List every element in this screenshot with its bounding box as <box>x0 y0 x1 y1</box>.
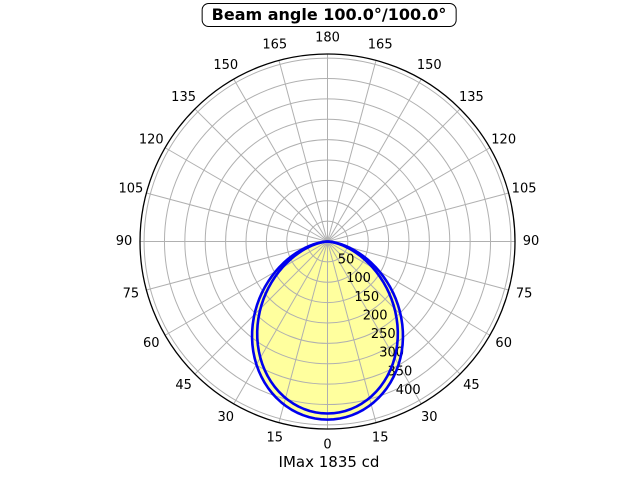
grid-spoke-285 <box>146 241 328 291</box>
grid-spoke-345 <box>278 241 328 423</box>
angle-label-180: 180 <box>315 31 340 46</box>
spine-circle <box>139 53 516 430</box>
outer-spine <box>139 53 516 430</box>
angle-label-left-120: 120 <box>139 132 164 147</box>
angle-label-left-60: 60 <box>143 336 160 351</box>
angle-label-right-150: 150 <box>417 58 442 73</box>
grid-spoke-330 <box>233 241 328 405</box>
imax-label: IMax 1835 cd <box>278 453 380 471</box>
radial-tick-label-250: 250 <box>371 327 396 342</box>
grid-spoke-30 <box>327 241 422 405</box>
angle-label-left-15: 15 <box>267 431 284 446</box>
grid-spoke-225 <box>194 108 328 242</box>
angle-label-right-45: 45 <box>463 378 480 393</box>
angle-label-right-60: 60 <box>495 336 512 351</box>
grid-spoke-75 <box>327 241 509 291</box>
chart-title: Beam angle 100.0°/100.0° <box>201 3 457 27</box>
angle-label-right-105: 105 <box>512 181 537 196</box>
radial-tick-label-50: 50 <box>338 253 355 268</box>
grid-spoke-105 <box>327 192 509 242</box>
grid-spoke-210 <box>233 78 328 242</box>
angle-label-right-120: 120 <box>491 132 516 147</box>
grid-spoke-255 <box>146 192 328 242</box>
grid-spoke-240 <box>164 147 328 242</box>
beam-curves <box>250 240 405 421</box>
beam-curve-c0-c180 <box>250 240 405 421</box>
angle-label-left-105: 105 <box>118 181 143 196</box>
grid-spoke-120 <box>327 147 491 242</box>
radial-tick-label-400: 400 <box>396 383 421 398</box>
angle-label-left-75: 75 <box>123 287 140 302</box>
grid-spoke-150 <box>327 78 422 242</box>
grid-spoke-135 <box>327 108 461 242</box>
angle-label-right-135: 135 <box>459 90 484 105</box>
angle-label-left-90: 90 <box>116 234 133 249</box>
angle-label-left-30: 30 <box>218 410 235 425</box>
angle-label-right-75: 75 <box>516 287 533 302</box>
beam-curve-c90-c270 <box>255 240 400 415</box>
radial-tick-label-150: 150 <box>354 290 379 305</box>
angle-label-left-135: 135 <box>171 90 196 105</box>
angle-label-right-15: 15 <box>372 431 389 446</box>
angle-label-right-90: 90 <box>523 234 540 249</box>
angle-label-left-150: 150 <box>213 58 238 73</box>
angle-label-right-30: 30 <box>421 410 438 425</box>
radial-tick-label-200: 200 <box>363 309 388 324</box>
grid-spoke-15 <box>327 241 377 423</box>
angle-label-0: 0 <box>323 438 331 453</box>
grid-spoke-60 <box>327 241 491 336</box>
angle-label-right-165: 165 <box>368 37 393 52</box>
radial-tick-label-300: 300 <box>379 346 404 361</box>
radial-tick-label-100: 100 <box>346 271 371 286</box>
grid-spoke-300 <box>164 241 328 336</box>
grid-spoke-165 <box>327 60 377 242</box>
polar-grid <box>140 54 515 429</box>
angle-tick-labels: 0 15 15 30 30 45 45 60 60 75 75 90 90 105 105 120 120 135… <box>116 31 540 453</box>
grid-spoke-195 <box>278 60 328 242</box>
angle-label-left-45: 45 <box>175 378 192 393</box>
angle-label-left-165: 165 <box>262 37 287 52</box>
